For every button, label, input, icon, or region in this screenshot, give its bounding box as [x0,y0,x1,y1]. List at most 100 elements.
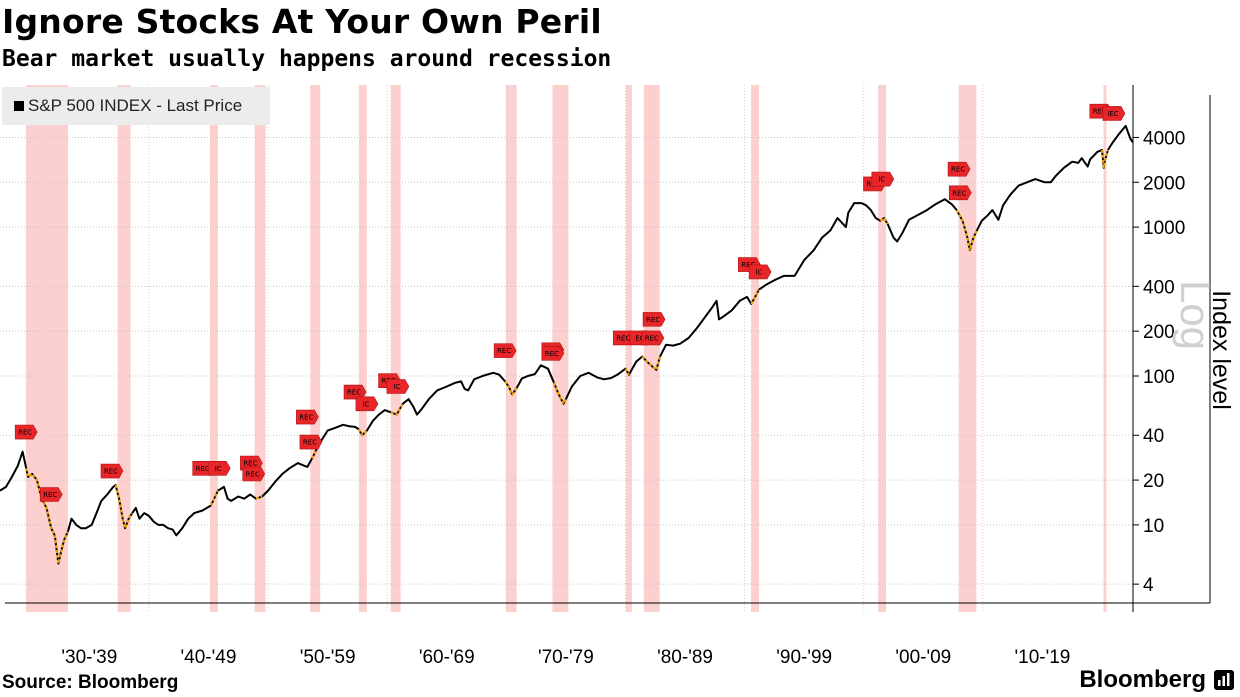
rec-marker: IEC [1102,106,1126,121]
y-tick-label: 4000 [1143,128,1185,149]
x-tick-label: '70-'79 [538,647,594,668]
rec-marker-label: REC [1093,108,1107,116]
annotation-layer: RECRECRECRECICRECRECRECRECRECICRECICRECR… [14,103,1126,502]
chart-subtitle: Bear market usually happens around reces… [2,46,612,72]
recession-band [625,85,632,612]
x-tick-label: '80-'89 [657,647,713,668]
rec-marker-label: IEC [1107,110,1118,118]
rec-marker-label: REC [497,347,511,355]
rec-marker-label: REC [104,468,118,476]
rec-marker: REC [947,161,971,177]
rec-marker-shape [14,424,38,440]
recession-segment [504,380,518,397]
rec-marker-label: IC [215,465,222,473]
recession-band [25,85,69,612]
rec-marker: REC [299,434,323,450]
legend-swatch [14,101,24,111]
rec-marker: IC [871,171,895,187]
x-tick-label: '30-'39 [61,647,117,668]
log-scale-watermark: Log [1172,280,1219,350]
rec-marker: REC [493,343,517,358]
recession-band [358,85,367,612]
axes: 4 10 20 40 100 200 400 1000 2000 4000 '30-'39 '40-'… [5,85,1211,668]
rec-marker-label: IC [878,176,885,184]
rec-marker: REC [240,455,263,471]
rec-marker-shape [242,466,266,482]
recession-bands [25,85,1107,612]
rec-marker-shape [296,409,319,425]
recession-band [878,85,887,612]
recession-band [751,85,760,612]
brand-logo-text: Bloomberg [1079,666,1206,693]
x-tick-label: '90-'99 [776,647,832,668]
rec-marker-label: EC [635,334,644,342]
rec-marker-label: REC [741,261,755,269]
rec-marker-label: IC [393,383,400,391]
rec-marker-label: REC [616,334,630,342]
y-tick-label: 400 [1143,277,1175,298]
rec-marker-label: IC [756,268,763,276]
rec-marker-shape [100,463,124,479]
rec-marker: REC [100,463,124,479]
y-tick-label: 200 [1143,322,1175,343]
rec-marker-shape [493,343,517,358]
y-tick-label: 100 [1143,367,1175,388]
x-tick-label: '00-'09 [895,647,951,668]
rec-marker-label: REC [347,389,361,397]
recession-segment [390,403,404,416]
rec-marker-shape [386,379,410,394]
recession-band [643,85,660,612]
rec-marker-shape [39,487,63,502]
source-note: Source: Bloomberg [2,672,179,693]
rec-marker: REC [14,424,38,440]
y-tick-label: 40 [1143,426,1164,447]
recession-segment [357,428,368,437]
recession-segment [255,495,263,500]
rec-marker-shape [541,346,565,361]
rec-marker-label: REC [646,316,660,324]
rec-marker: REC [641,330,665,346]
y-tick-label: 10 [1143,516,1164,537]
recession-band [209,85,218,612]
rec-marker-shape [871,171,895,187]
y-tick-label: 4 [1143,575,1154,596]
rec-marker: REC [296,409,319,425]
rec-marker-label: REC [246,470,260,478]
rec-marker-shape [948,185,972,201]
rec-marker-label: REC [545,350,559,358]
recession-segment [311,443,321,459]
rec-marker-label: REC [951,166,965,174]
y-tick-label: 1000 [1143,218,1185,239]
rec-marker-label: REC [196,465,210,473]
rec-marker-shape [642,312,666,327]
rec-marker: REC [541,346,565,361]
recession-segment [624,368,630,376]
recession-segment [209,490,219,506]
rec-marker: REC [242,466,266,482]
rec-marker: REC [642,312,666,327]
rec-marker-label: IC [362,400,369,408]
rec-marker-shape [641,330,665,346]
rec-marker: REC [343,384,367,400]
y-tick-label: 2000 [1143,173,1185,194]
rec-marker: IC [748,264,772,280]
chart-title: Ignore Stocks At Your Own Peril [2,2,602,41]
rec-marker-shape [748,264,772,280]
recession-segment [750,289,760,305]
rec-marker-label: REC [299,414,313,422]
rec-marker-label: REC [645,334,659,342]
rec-marker-label: REC [43,491,57,499]
recession-band [390,85,401,612]
rec-marker: REC [39,487,63,502]
y-tick-label: 20 [1143,471,1164,492]
rec-marker-shape [343,384,367,400]
rec-marker-label: REC [243,460,257,468]
gridlines [0,85,1133,612]
recession-band [1103,85,1107,612]
rec-marker-label: REC [952,189,966,197]
recession-band [254,85,266,612]
recession-band [310,85,321,612]
rec-marker: IC [355,396,379,412]
rec-marker: REC [948,185,972,201]
